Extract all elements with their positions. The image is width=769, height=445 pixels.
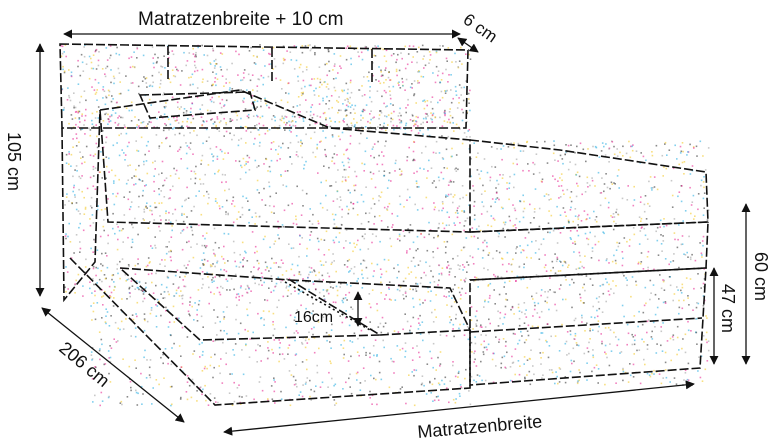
label-headboard-depth: 6 cm — [460, 10, 501, 47]
label-total-height: 105 cm — [4, 132, 24, 191]
headboard-depth-line — [457, 37, 479, 53]
label-top-width: Matratzenbreite + 10 cm — [138, 9, 343, 30]
right-box-upper — [469, 221, 709, 281]
headboard — [59, 43, 469, 129]
label-topper-height: 60 cm — [751, 252, 769, 301]
right-box-seam — [469, 317, 703, 333]
pillow — [138, 91, 257, 119]
storage-opening — [117, 267, 383, 341]
bed-illustration — [59, 43, 709, 406]
label-side-height: 47 cm — [718, 284, 738, 333]
left-side-frame — [61, 109, 101, 303]
right-box-lower — [469, 267, 707, 386]
storage-lid — [289, 279, 472, 336]
bottom-width-line — [223, 380, 695, 436]
front-left-base — [69, 257, 471, 406]
dimension-lines — [35, 29, 751, 436]
label-storage-depth: 16cm — [294, 309, 333, 326]
label-bottom-width: Matratzenbreite — [417, 411, 543, 440]
length-line — [41, 307, 185, 423]
